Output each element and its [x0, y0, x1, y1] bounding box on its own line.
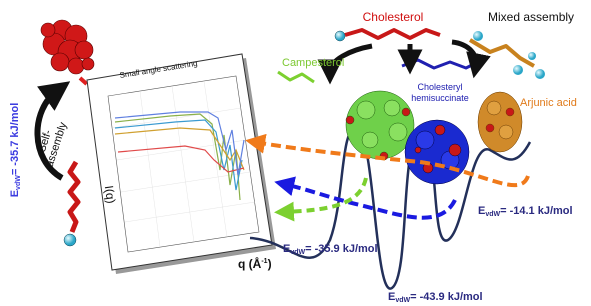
micelle-arjunic: [478, 92, 522, 152]
x-axis-label: q (Å-1): [238, 256, 272, 271]
energy-label: EvdW= -35.7 kJ/mol: [9, 103, 22, 198]
energy-label: EvdW= -43.9 kJ/mol: [388, 291, 483, 304]
text-part: = -43.9 kJ/mol: [410, 291, 482, 303]
text-part: E: [9, 190, 21, 197]
cholesterol-label: Cholesterol: [363, 10, 424, 24]
text-part: = -35.7 kJ/mol: [9, 103, 21, 175]
exchange-arrows: [330, 42, 476, 72]
text-part: E: [478, 205, 485, 217]
blue-arrow: [284, 184, 455, 218]
text-part: q (Å: [238, 256, 262, 271]
text-part: hemisuccinate: [411, 93, 469, 103]
text-part: vdW: [290, 249, 305, 256]
graphic: EvdW= -35.7 kJ/mol Self-assembly Small a…: [0, 0, 591, 306]
text-part: = -35.9 kJ/mol: [305, 243, 377, 255]
text-part: = -14.1 kJ/mol: [500, 205, 572, 217]
text-part: vdW: [395, 297, 410, 304]
text-part: E: [388, 291, 395, 303]
y-axis-label: I(q): [102, 185, 118, 205]
monomer: [64, 162, 78, 246]
text-part: vdW: [485, 211, 500, 218]
text-part: E: [283, 243, 290, 255]
text-part: Cholesteryl: [417, 82, 462, 92]
campesterol-label: Campesterol: [282, 57, 344, 69]
energy-label: EvdW= -35.9 kJ/mol: [283, 243, 378, 256]
arjunic-acid-label: Arjunic acid: [520, 97, 577, 109]
saxs-panel: Small angle scattering I(q) q (Å-1): [87, 54, 276, 274]
micelle-campesterol: [346, 91, 415, 160]
micelle-hemisuccinate: [405, 120, 469, 184]
mixed-assembly-label: Mixed assembly: [488, 10, 574, 24]
text-part: vdW: [15, 175, 22, 190]
red-aggregate: [41, 20, 94, 74]
text-part: ): [268, 257, 272, 271]
energy-label: EvdW= -14.1 kJ/mol: [478, 205, 573, 218]
